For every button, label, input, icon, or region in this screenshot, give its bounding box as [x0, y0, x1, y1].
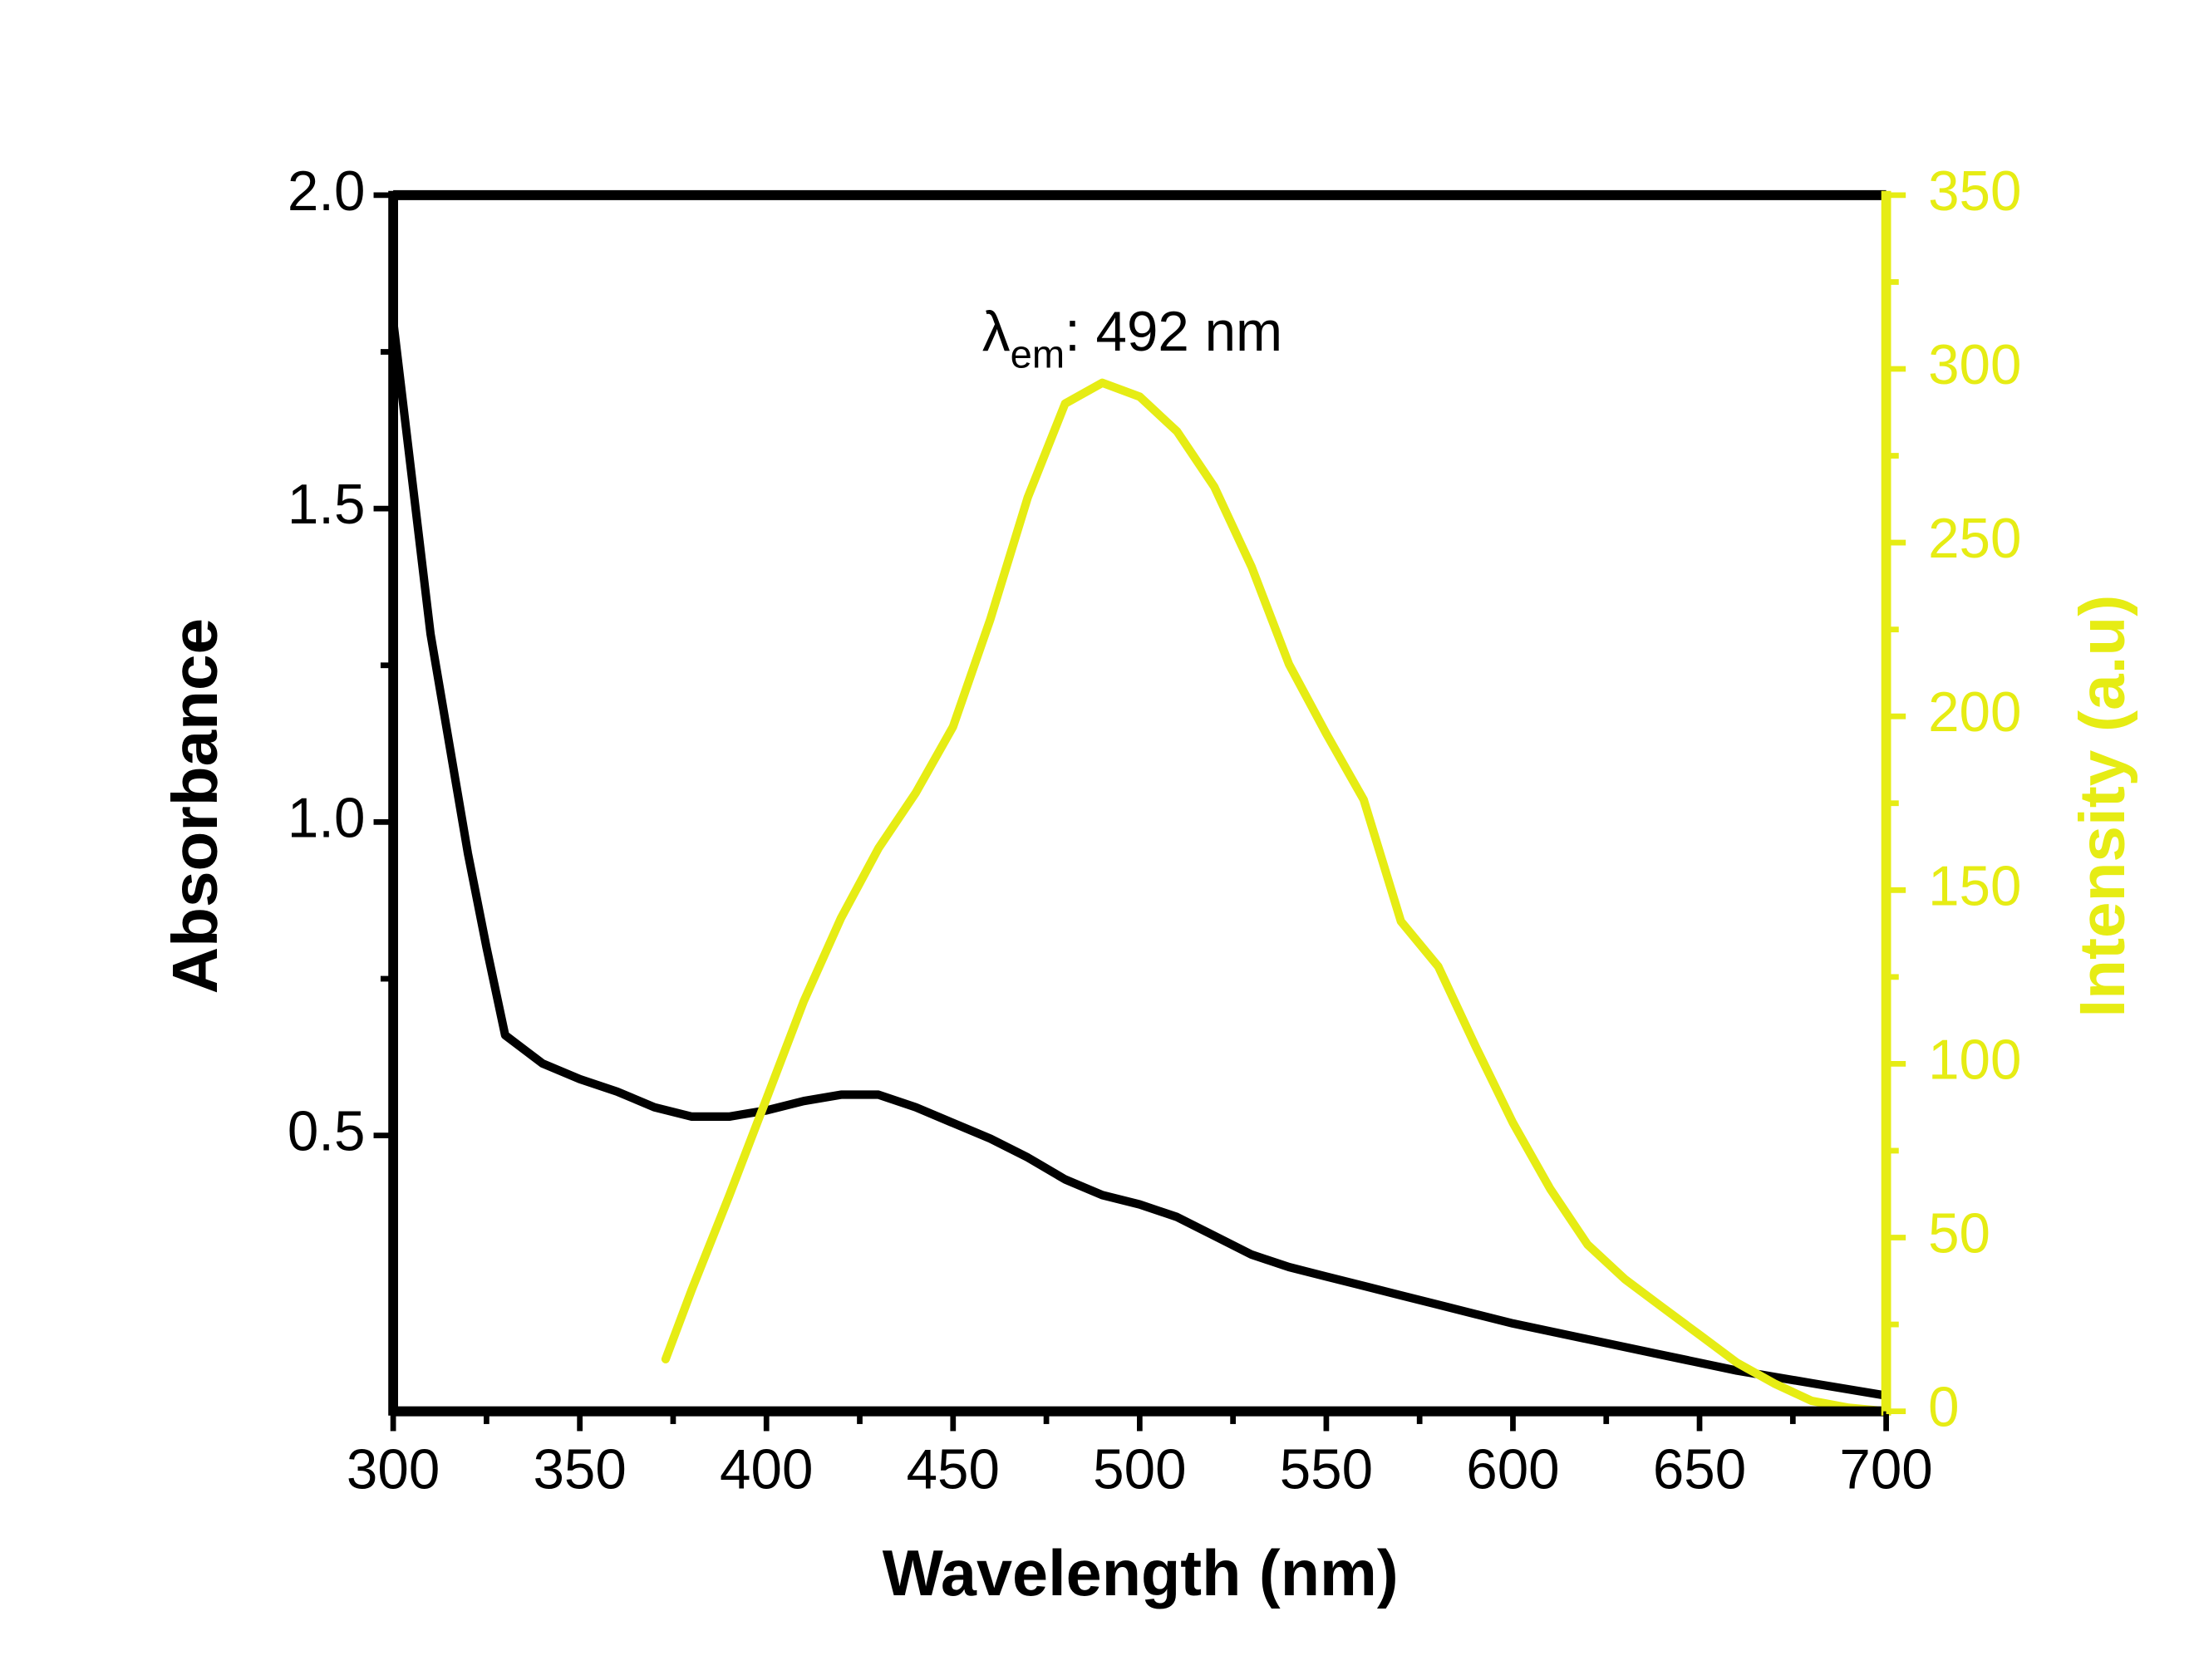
- annotation-subscript: em: [1011, 332, 1065, 376]
- annotation-symbol: λ: [982, 301, 1011, 363]
- x-axis-title: Wavelength (nm): [883, 1537, 1399, 1609]
- x-tick-label: 300: [347, 1438, 440, 1501]
- y2-tick-label: 200: [1928, 681, 2021, 744]
- x-tick-label: 450: [907, 1438, 1000, 1501]
- y2-tick-label: 250: [1928, 508, 2021, 570]
- x-tick-label: 650: [1653, 1438, 1746, 1501]
- y-tick-label: 1.0: [288, 787, 366, 849]
- x-tick-label: 500: [1093, 1438, 1186, 1501]
- y-axis-title: Absorbance: [159, 618, 231, 994]
- x-tick-label: 550: [1280, 1438, 1373, 1501]
- x-tick-label: 600: [1466, 1438, 1559, 1501]
- annotation-text: : 492 nm: [1065, 301, 1282, 363]
- y2-tick-label: 0: [1928, 1376, 1959, 1438]
- series-line: [661, 378, 1891, 1416]
- y2-tick-label: 50: [1928, 1202, 1990, 1265]
- y2-tick-label: 150: [1928, 855, 2021, 917]
- y2-tick-label: 100: [1928, 1029, 2021, 1091]
- x-tick-label: 400: [720, 1438, 813, 1501]
- y-tick-label: 2.0: [288, 160, 366, 223]
- annotation: λem: 492 nm: [982, 301, 1282, 377]
- y2-tick-label: 300: [1928, 334, 2021, 396]
- x-tick-label: 350: [533, 1438, 626, 1501]
- y2-tick-label: 350: [1928, 160, 2021, 223]
- series-line: [389, 316, 1891, 1400]
- y-tick-label: 1.5: [288, 474, 366, 536]
- x-tick-label: 700: [1839, 1438, 1932, 1501]
- y2-axis-title: Intensity (a.u): [2066, 595, 2138, 1018]
- y-tick-label: 0.5: [288, 1100, 366, 1162]
